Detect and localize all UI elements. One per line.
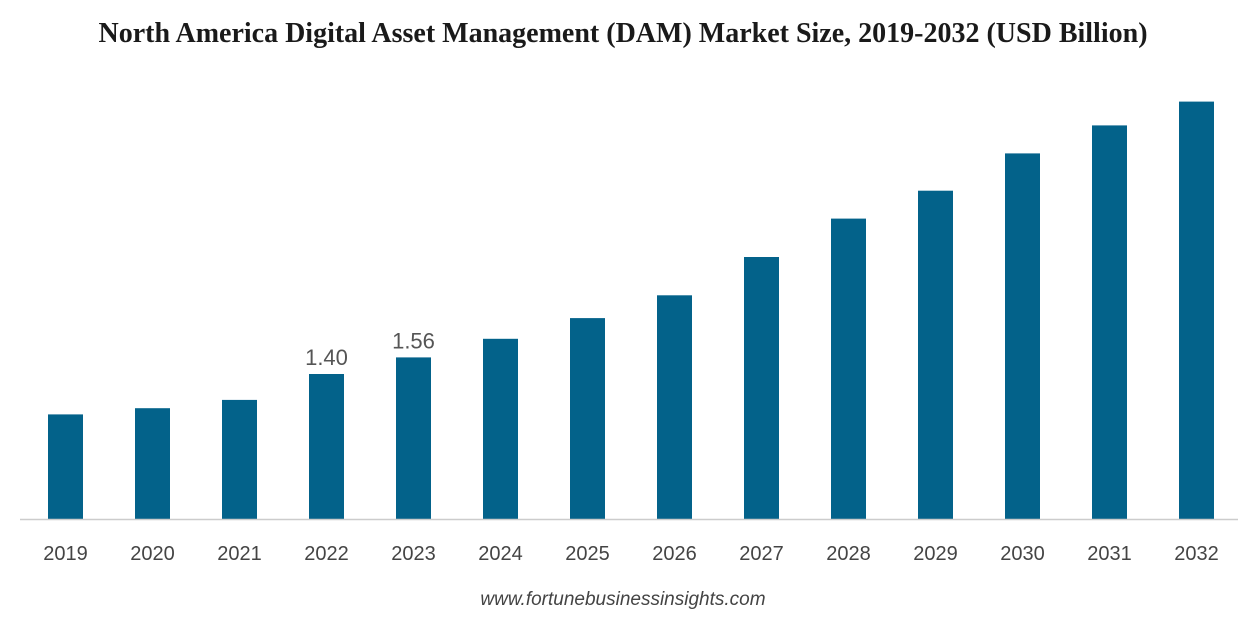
x-tick-label-2019: 2019 bbox=[43, 543, 88, 565]
x-tick-label-2022: 2022 bbox=[304, 543, 349, 565]
chart-title: North America Digital Asset Management (… bbox=[98, 18, 1148, 49]
x-tick-label-2032: 2032 bbox=[1174, 543, 1219, 565]
bar-2030 bbox=[1005, 153, 1040, 519]
x-tick-label-2024: 2024 bbox=[478, 543, 523, 565]
bar-2020 bbox=[135, 408, 170, 519]
x-tick-label-2021: 2021 bbox=[217, 543, 262, 565]
x-tick-label-2026: 2026 bbox=[652, 543, 697, 565]
x-tick-label-2023: 2023 bbox=[391, 543, 436, 565]
bar-2026 bbox=[657, 295, 692, 519]
x-tick-label-2028: 2028 bbox=[826, 543, 871, 565]
x-tick-label-2020: 2020 bbox=[130, 543, 175, 565]
bar-2022 bbox=[309, 374, 344, 519]
bar-2031 bbox=[1092, 125, 1127, 520]
x-tick-label-2025: 2025 bbox=[565, 543, 610, 565]
bar-2028 bbox=[831, 218, 866, 519]
x-tick-label-2027: 2027 bbox=[739, 543, 784, 565]
x-tick-label-2030: 2030 bbox=[1000, 543, 1045, 565]
data-label-2022: 1.40 bbox=[305, 345, 348, 370]
bar-2025 bbox=[570, 318, 605, 519]
bar-2029 bbox=[918, 190, 953, 519]
bar-2019 bbox=[48, 414, 83, 519]
bar-2023 bbox=[396, 357, 431, 519]
data-label-2023: 1.56 bbox=[392, 328, 435, 353]
x-tick-label-2031: 2031 bbox=[1087, 543, 1132, 565]
bar-2021 bbox=[222, 399, 257, 519]
source-credit: www.fortunebusinessinsights.com bbox=[480, 589, 766, 610]
x-tick-label-2029: 2029 bbox=[913, 543, 958, 565]
bar-2024 bbox=[483, 338, 518, 519]
bar-2027 bbox=[744, 257, 779, 519]
bar-chart: 2019 2020 2021 2022 1.40 2023 1.56 2024 2025 2026… bbox=[20, 101, 1238, 565]
bar-2032 bbox=[1179, 101, 1214, 519]
